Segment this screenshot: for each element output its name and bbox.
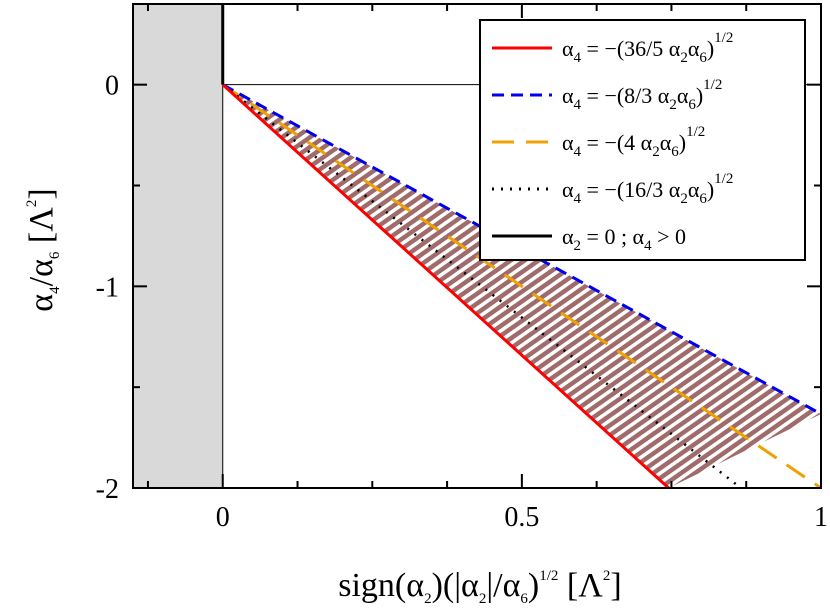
y-tick-label: 0 (105, 71, 119, 102)
series-line-orange (221, 83, 821, 488)
legend: α4 = −(36/5 α2α6)1/2 α4 = −(8/3 α2α6)1/2 α… (479, 19, 806, 261)
y-tick-label: -2 (96, 474, 119, 505)
plot-area (133, 4, 821, 488)
legend-entry-dotted: α4 = −(16/3 α2α6)1/2 (562, 171, 733, 207)
y-tick-label: -1 (96, 272, 119, 303)
x-tick-label: 0.5 (504, 502, 539, 533)
tick-labels: 0 0.5 1 0 -1 -2 (96, 71, 828, 533)
series-line-red (221, 83, 670, 488)
legend-entry-blue: α4 = −(8/3 α2α6)1/2 (562, 77, 722, 113)
plot-frame (132, 3, 822, 489)
legend-box (479, 19, 806, 261)
shaded-region (133, 4, 223, 488)
x-tick-label: 0 (216, 502, 230, 533)
series-line-dotted (221, 83, 742, 488)
y-axis-label: α4/α6 [Λ2] (23, 188, 63, 311)
legend-entry-vertical: α2 = 0 ; α4 > 0 (562, 224, 686, 254)
x-tick-label: 1 (814, 502, 828, 533)
legend-entry-orange: α4 = −(4 α2α6)1/2 (562, 124, 705, 160)
axis-ticks (133, 4, 822, 489)
legend-entry-red: α4 = −(36/5 α2α6)1/2 (562, 30, 733, 66)
x-axis-label: sign(α2)(|α2|/α6)1/2 [Λ2] (338, 567, 621, 607)
